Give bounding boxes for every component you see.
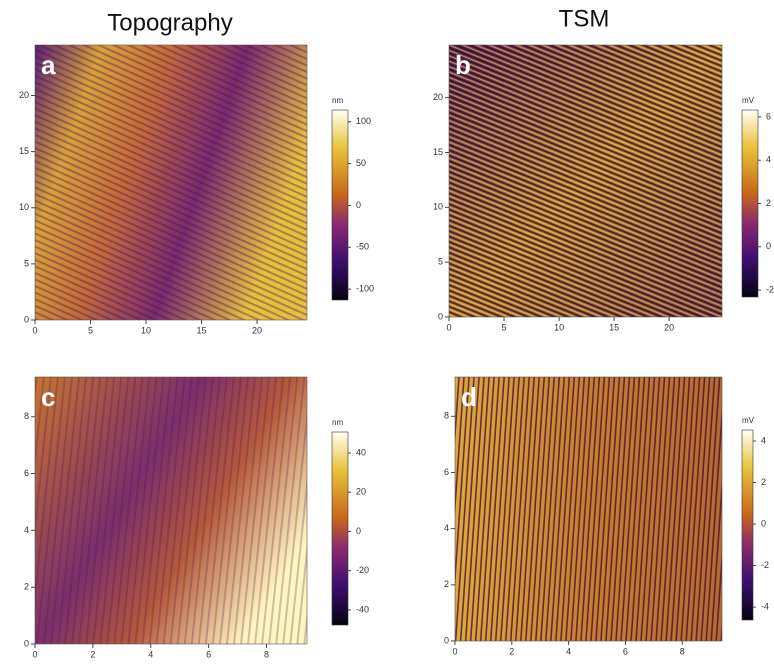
heatmap-texture (35, 45, 307, 320)
colorbar-tick-label: 0 (761, 518, 766, 528)
colorbar-tick-label: 2 (766, 198, 771, 208)
y-tick-label: 4 (444, 523, 449, 533)
x-tick-label: 5 (88, 325, 93, 335)
x-tick-label: 15 (609, 322, 619, 332)
y-tick-label: 20 (433, 92, 443, 102)
y-tick-label: 5 (24, 258, 29, 268)
x-tick-label: 8 (680, 646, 685, 656)
colorbar-tick-label: -100 (356, 283, 374, 293)
x-tick-label: 20 (664, 322, 674, 332)
y-tick-label: 2 (444, 579, 449, 589)
colorbar-tick-label: 4 (766, 155, 771, 165)
plot-frame (454, 376, 723, 642)
heatmap-texture (35, 377, 307, 644)
y-tick-label: 15 (433, 147, 443, 157)
y-tick-label: 2 (24, 582, 29, 592)
x-tick-label: 6 (206, 649, 211, 659)
y-tick-label: 8 (444, 411, 449, 421)
x-tick-label: 8 (264, 649, 269, 659)
heatmap-texture (455, 377, 722, 641)
colorbar-label: nm (332, 96, 343, 105)
x-tick-label: 0 (452, 646, 457, 656)
colorbar-tick-label: -20 (356, 565, 369, 575)
colorbar-tick-label: -4 (761, 602, 769, 612)
colorbar-tick-label: 40 (356, 447, 366, 457)
colorbar (331, 109, 349, 301)
colorbar-tick-label: 4 (761, 435, 766, 445)
x-tick-label: 20 (252, 325, 262, 335)
colorbar-label: mV (742, 96, 755, 105)
colorbar-tick-label: 50 (356, 158, 366, 168)
colorbar-tick-label: -2 (761, 560, 769, 570)
colorbar-tick-label: 100 (356, 116, 371, 126)
y-tick-label: 8 (24, 411, 29, 421)
x-tick-label: 2 (90, 649, 95, 659)
colorbar-tick-label: -50 (356, 242, 369, 252)
y-tick-label: 0 (438, 311, 443, 321)
colorbar (741, 429, 754, 621)
y-tick-label: 0 (24, 638, 29, 648)
colorbar-label: nm (332, 418, 343, 427)
x-tick-label: 4 (566, 646, 571, 656)
plot-frame (34, 44, 308, 321)
x-tick-label: 0 (446, 322, 451, 332)
column-title: Topography (107, 9, 232, 36)
colorbar-tick-label: -40 (356, 604, 369, 614)
x-tick-label: 0 (32, 325, 37, 335)
x-tick-label: 15 (197, 325, 207, 335)
colorbar-tick-label: 0 (356, 526, 361, 536)
x-tick-label: 10 (554, 322, 564, 332)
colorbar-label: mV (742, 416, 755, 425)
y-tick-label: 5 (438, 257, 443, 267)
colorbar-tick-label: 2 (761, 477, 766, 487)
colorbar (331, 431, 349, 626)
y-tick-label: 15 (19, 146, 29, 156)
panel-label: d (461, 382, 477, 412)
colorbar-tick-label: 0 (356, 200, 361, 210)
y-tick-label: 6 (24, 468, 29, 478)
y-tick-label: 0 (444, 635, 449, 645)
panel-label: c (41, 382, 55, 412)
y-tick-label: 10 (19, 202, 29, 212)
x-tick-label: 5 (502, 322, 507, 332)
x-tick-label: 10 (141, 325, 151, 335)
y-tick-label: 4 (24, 525, 29, 535)
x-tick-label: 6 (623, 646, 628, 656)
x-tick-label: 0 (32, 649, 37, 659)
heatmap-texture (449, 45, 722, 317)
colorbar-tick-label: 20 (356, 487, 366, 497)
plot-frame (34, 376, 308, 645)
colorbar (741, 109, 759, 298)
x-tick-label: 4 (148, 649, 153, 659)
colorbar-tick-label: 6 (766, 111, 771, 121)
colorbar-tick-label: -2 (766, 284, 774, 294)
y-tick-label: 0 (24, 314, 29, 324)
plot-frame (448, 44, 723, 318)
panel-label: b (455, 50, 471, 80)
panel-label: a (41, 50, 56, 80)
y-tick-label: 6 (444, 467, 449, 477)
y-tick-label: 20 (19, 90, 29, 100)
y-tick-label: 10 (433, 202, 443, 212)
colorbar-tick-label: 0 (766, 241, 771, 251)
column-title: TSM (559, 5, 610, 32)
x-tick-label: 2 (509, 646, 514, 656)
